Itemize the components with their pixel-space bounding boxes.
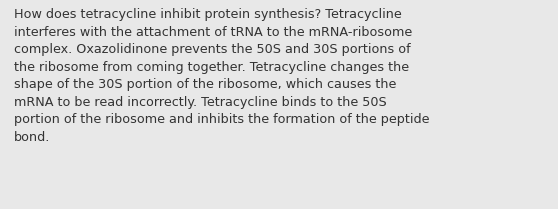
Text: How does tetracycline inhibit protein synthesis? Tetracycline
interferes with th: How does tetracycline inhibit protein sy… xyxy=(14,8,430,144)
